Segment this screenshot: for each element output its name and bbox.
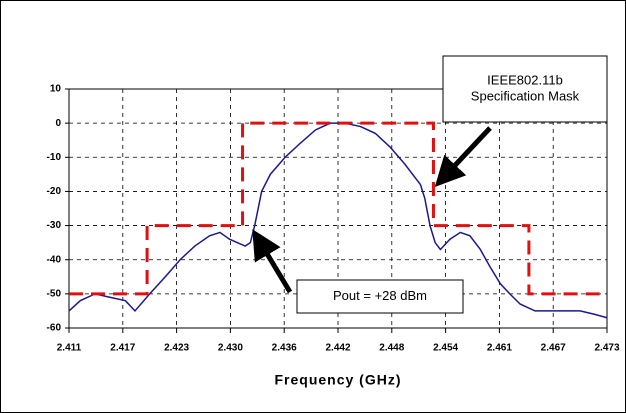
x-tick-label: 2.467: [541, 343, 566, 354]
annotation-box: [296, 279, 464, 314]
x-tick-label: 2.442: [325, 343, 350, 354]
x-tick-label: 2.454: [433, 343, 458, 354]
x-axis-label: Frequency (GHz): [274, 372, 401, 388]
y-tick-label: -10: [47, 152, 62, 163]
y-tick-label: -30: [47, 220, 62, 231]
spectrum-line: [68, 122, 608, 319]
x-tick-label: 2.417: [110, 343, 135, 354]
x-tick-label: 2.436: [272, 343, 297, 354]
y-tick-label: -60: [47, 323, 62, 334]
annotation-text: Specification Mask: [471, 88, 580, 103]
x-tick-label: 2.411: [57, 343, 82, 354]
annotation-arrow: [252, 229, 293, 294]
x-tick-label: 2.423: [164, 343, 189, 354]
annotation-arrow: [434, 126, 492, 187]
y-tick-label: -20: [47, 186, 62, 197]
mask-line: [69, 121, 607, 296]
y-tick-label: 0: [55, 118, 61, 129]
x-tick-label: 2.448: [379, 343, 404, 354]
y-tick-label: 10: [50, 84, 62, 95]
x-tick-label: 2.430: [218, 343, 243, 354]
y-tick-label: -40: [47, 254, 62, 265]
annotation-box: [442, 55, 608, 123]
annotation-text: IEEE802.11b: [487, 72, 563, 87]
x-tick-label: 2.461: [487, 343, 512, 354]
x-tick-label: 2.473: [594, 343, 619, 354]
plot-border: [68, 88, 608, 329]
annotation-text: Pout = +28 dBm: [333, 288, 427, 303]
y-tick-label: -50: [47, 288, 62, 299]
